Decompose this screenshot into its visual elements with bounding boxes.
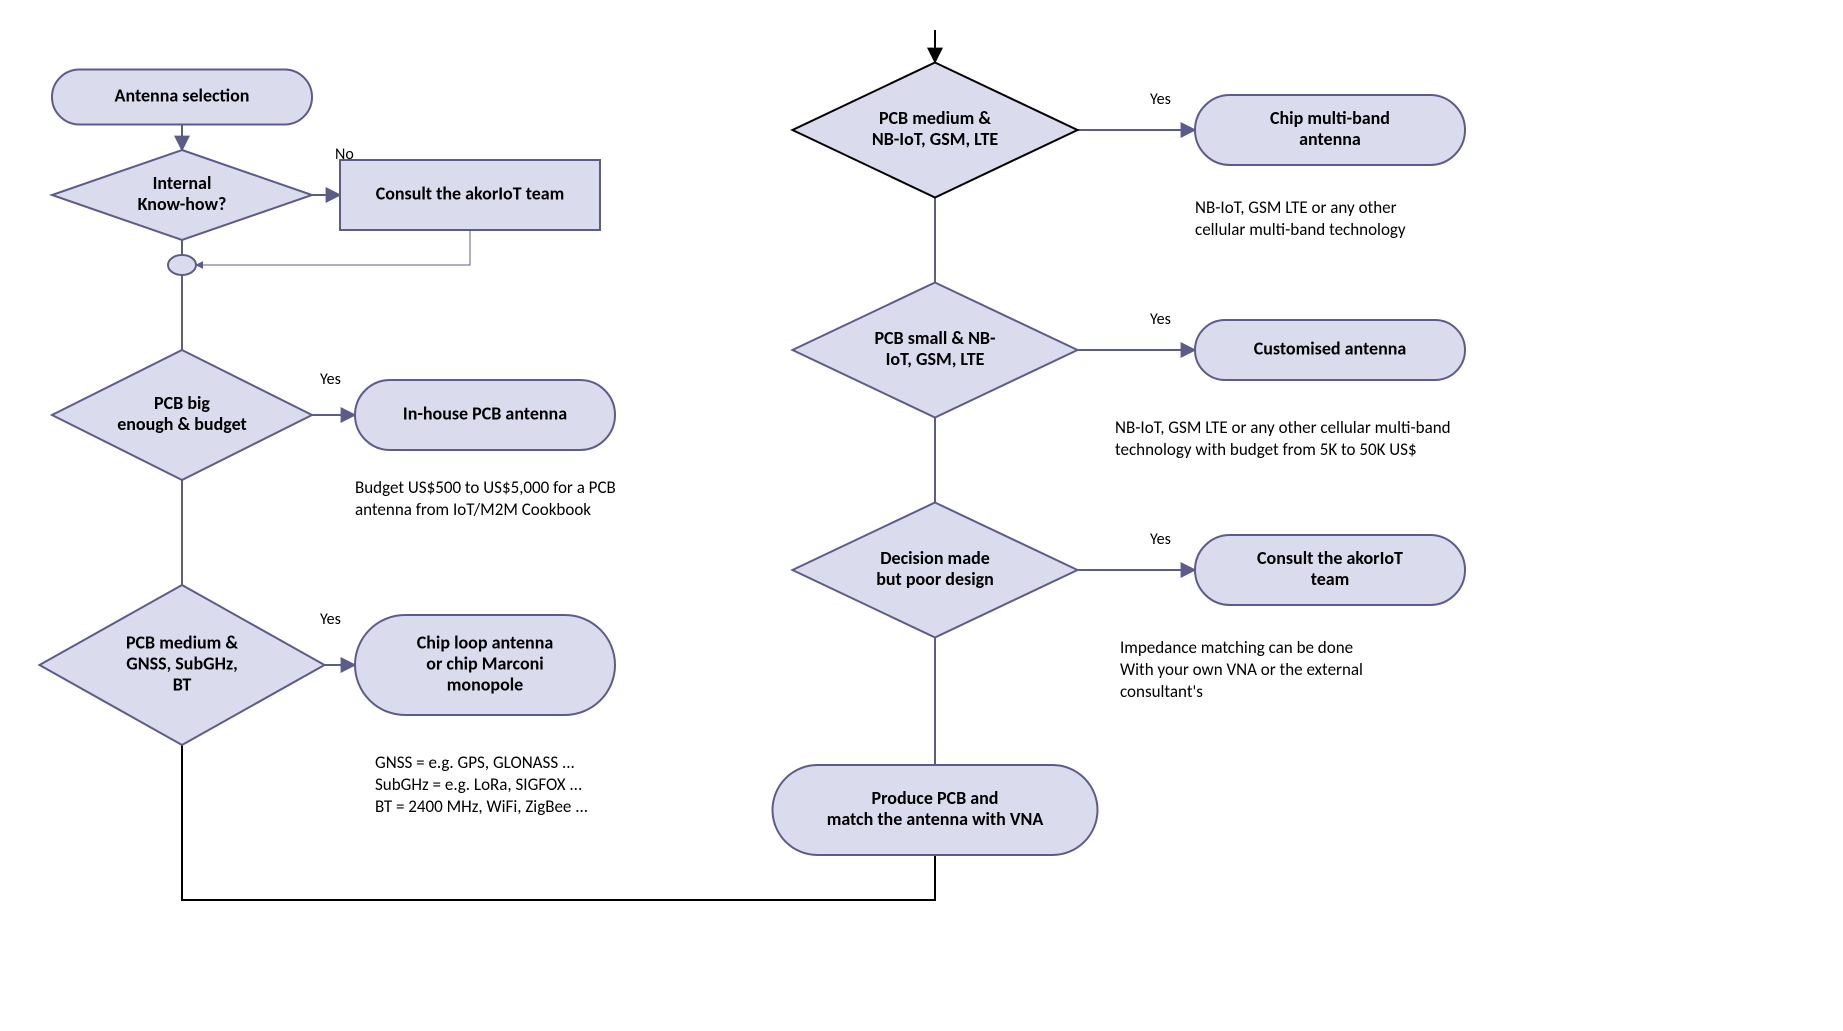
node-p1-line0: Consult the akorIoT team xyxy=(376,182,565,204)
node-r4-line0: Chip multi-band xyxy=(1270,107,1390,129)
node-r3-line2: monopole xyxy=(447,673,523,695)
e-d5-r5-label: Yes xyxy=(1150,310,1171,329)
caption-c3-line0: GNSS = e.g. GPS, GLONASS ... xyxy=(375,752,575,773)
node-r4-line1: antenna xyxy=(1299,128,1361,150)
node-r2: In-house PCB antenna xyxy=(355,380,615,450)
node-d1-line0: Internal xyxy=(153,172,212,194)
node-r3-line1: or chip Marconi xyxy=(426,652,543,674)
e-d6-r6-label: Yes xyxy=(1150,530,1171,549)
node-start: Antenna selection xyxy=(52,70,312,125)
node-r5: Customised antenna xyxy=(1195,320,1465,380)
node-d5: PCB small & NB-IoT, GSM, LTE xyxy=(793,283,1078,418)
node-d3-line1: GNSS, SubGHz, xyxy=(126,652,238,674)
caption-c2-line0: Budget US$500 to US$5,000 for a PCB xyxy=(355,477,616,498)
node-d1-line1: Know-how? xyxy=(138,193,227,215)
node-d6-line1: but poor design xyxy=(876,568,994,590)
caption-c5-line0: NB-IoT, GSM LTE or any other cellular mu… xyxy=(1115,417,1451,438)
node-r5-line0: Customised antenna xyxy=(1254,337,1407,359)
node-end-line0: Produce PCB and xyxy=(872,787,999,809)
caption-c4-line1: cellular multi-band technology xyxy=(1195,219,1406,240)
node-d1: InternalKnow-how? xyxy=(52,150,312,240)
node-r4: Chip multi-bandantenna xyxy=(1195,95,1465,165)
caption-c6-line2: consultant's xyxy=(1120,681,1203,702)
node-d2-line1: enough & budget xyxy=(117,413,247,435)
caption-c2-line1: antenna from IoT/M2M Cookbook xyxy=(355,499,591,520)
node-j1 xyxy=(168,255,196,275)
caption-c6-line0: Impedance matching can be done xyxy=(1120,637,1353,658)
node-r3: Chip loop antennaor chip Marconimonopole xyxy=(355,615,615,715)
node-r3-line0: Chip loop antenna xyxy=(417,631,554,653)
caption-c6-line1: With your own VNA or the external xyxy=(1120,659,1363,680)
node-r6-line0: Consult the akorIoT xyxy=(1257,547,1403,569)
node-r6: Consult the akorIoTteam xyxy=(1195,535,1465,605)
node-d3-line2: BT xyxy=(173,673,192,695)
caption-c5-line1: technology with budget from 5K to 50K US… xyxy=(1115,439,1417,460)
node-p1: Consult the akorIoT team xyxy=(340,160,600,230)
flowchart-canvas: NoYesYesYesYesYesAntenna selectionIntern… xyxy=(0,0,1843,1031)
node-r2-line0: In-house PCB antenna xyxy=(403,402,567,424)
node-d2-line0: PCB big xyxy=(154,392,210,414)
node-start-line0: Antenna selection xyxy=(115,84,250,106)
node-d3: PCB medium &GNSS, SubGHz,BT xyxy=(40,585,325,745)
e-d3-r3-label: Yes xyxy=(320,610,341,629)
node-d4: PCB medium &NB-IoT, GSM, LTE xyxy=(793,63,1078,198)
node-d4-line1: NB-IoT, GSM, LTE xyxy=(872,128,999,150)
caption-c4-line0: NB-IoT, GSM LTE or any other xyxy=(1195,197,1397,218)
node-d5-line0: PCB small & NB- xyxy=(874,327,995,349)
node-end-line1: match the antenna with VNA xyxy=(827,808,1044,830)
caption-c3-line2: BT = 2400 MHz, WiFi, ZigBee ... xyxy=(375,796,588,817)
node-d5-line1: IoT, GSM, LTE xyxy=(886,348,985,370)
e-p1-j1 xyxy=(196,230,470,265)
node-d6-line0: Decision made xyxy=(880,547,990,569)
caption-c3-line1: SubGHz = e.g. LoRa, SIGFOX ... xyxy=(375,774,582,795)
node-d6: Decision madebut poor design xyxy=(793,503,1078,638)
node-end: Produce PCB andmatch the antenna with VN… xyxy=(773,765,1098,855)
e-d2-r2-label: Yes xyxy=(320,370,341,389)
node-d3-line0: PCB medium & xyxy=(126,631,238,653)
node-d4-line0: PCB medium & xyxy=(879,107,991,129)
node-d2: PCB bigenough & budget xyxy=(52,350,312,480)
e-d4-r4-label: Yes xyxy=(1150,90,1171,109)
node-r6-line1: team xyxy=(1311,568,1350,590)
